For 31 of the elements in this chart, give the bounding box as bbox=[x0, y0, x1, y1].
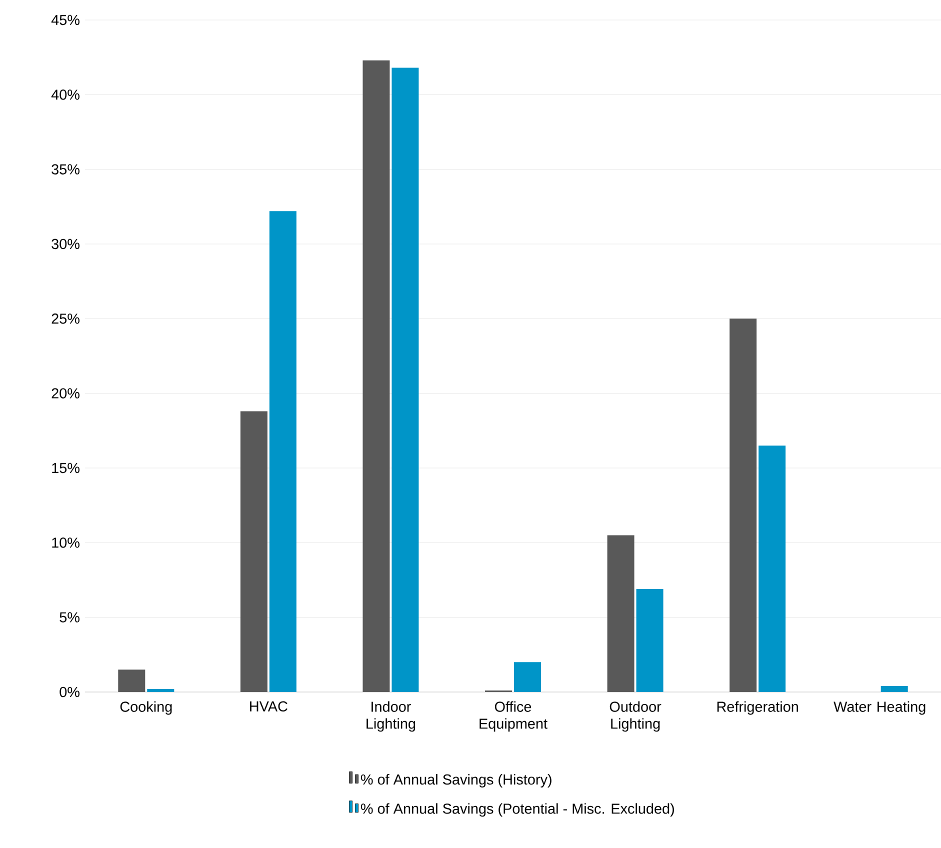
x-tick-label: Refrigeration bbox=[717, 701, 798, 715]
legend-label: % of Annual Savings (Potential - Misc. Excluded) bbox=[360, 803, 674, 817]
bar bbox=[636, 588, 664, 692]
bar bbox=[392, 68, 419, 692]
bar bbox=[240, 411, 268, 692]
y-tick-label: 20% bbox=[52, 388, 80, 398]
y-tick-label: 35% bbox=[52, 164, 80, 174]
y-tick-label: 30% bbox=[52, 238, 80, 250]
y-tick-label: 5% bbox=[60, 612, 80, 622]
bar bbox=[758, 446, 786, 692]
bar bbox=[362, 60, 390, 692]
x-tick-label: Outdoor Lighting bbox=[610, 701, 662, 732]
x-tick-label: HVAC bbox=[250, 701, 288, 712]
y-tick-label: 40% bbox=[51, 90, 80, 100]
bar bbox=[118, 670, 146, 692]
bar bbox=[147, 689, 174, 692]
legend-label: % of Annual Savings (History) bbox=[360, 774, 552, 788]
y-tick-label: 45% bbox=[51, 14, 80, 26]
y-tick-label: 0% bbox=[60, 686, 80, 698]
bar bbox=[730, 318, 757, 692]
x-tick-label: Water Heating bbox=[834, 701, 926, 715]
bar bbox=[880, 686, 908, 692]
bar bbox=[607, 535, 634, 692]
y-tick-label: 15% bbox=[52, 462, 80, 474]
x-tick-label: Indoor Lighting bbox=[366, 701, 416, 732]
bar bbox=[269, 211, 296, 692]
y-tick-label: 25% bbox=[52, 314, 80, 324]
bar bbox=[514, 662, 541, 692]
x-tick-label: Cooking bbox=[120, 701, 172, 715]
y-tick-label: 10% bbox=[52, 538, 80, 548]
x-tick-label: Office Equipment bbox=[480, 701, 548, 732]
